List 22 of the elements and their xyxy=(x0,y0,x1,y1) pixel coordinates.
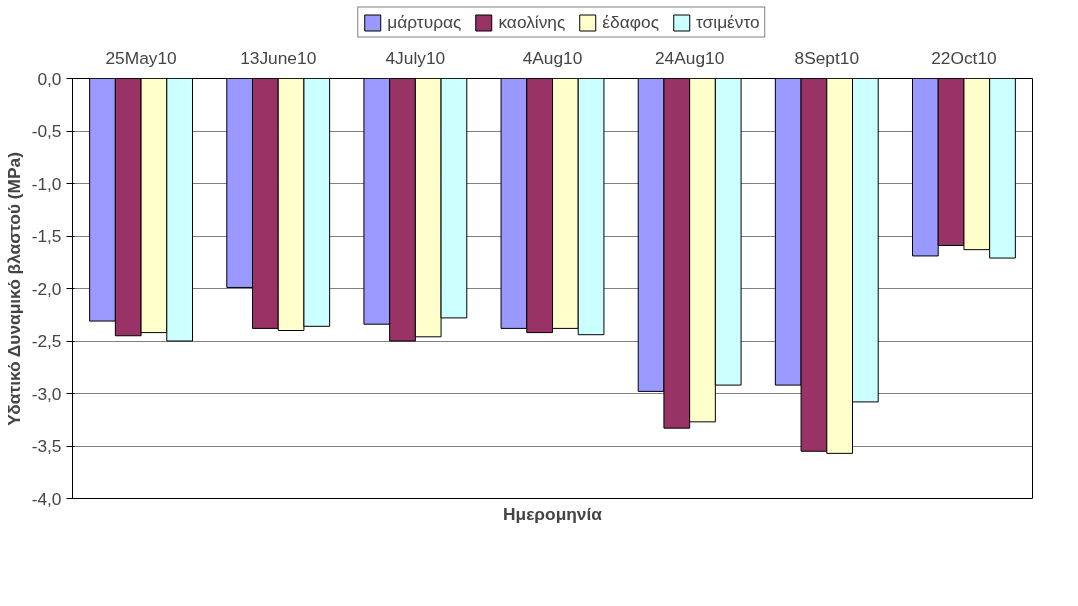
y-axis-title: Υδατικό Δυναμικό βλαστού (MPa) xyxy=(3,152,24,426)
y-tick-label: -0,5 xyxy=(31,121,62,141)
y-tick-label: -1,0 xyxy=(31,173,62,194)
y-tick-label: 0,0 xyxy=(37,68,62,89)
x-axis-title: Ημερομηνία xyxy=(503,503,603,524)
y-tick-label: -2,5 xyxy=(31,331,62,351)
x-tick-label: 22Oct10 xyxy=(931,47,997,68)
legend-label: μάρτυρας xyxy=(387,11,462,33)
x-tick-label: 25May10 xyxy=(105,47,177,68)
legend-label: έδαφος xyxy=(602,11,659,33)
x-tick-label: 13June10 xyxy=(240,47,317,68)
x-tick-label: 8Sept10 xyxy=(794,47,860,68)
x-tick-label: 24Aug10 xyxy=(654,47,725,68)
y-tick-label: -1,5 xyxy=(31,226,62,246)
x-tick-label: 4July10 xyxy=(385,47,446,68)
legend-label: τσιμέντο xyxy=(695,11,760,33)
y-tick-label: -3,5 xyxy=(31,436,62,456)
y-tick-label: -2,0 xyxy=(31,278,62,299)
x-tick-label: 4Aug10 xyxy=(522,47,583,68)
y-tick-label: -4,0 xyxy=(31,488,62,509)
y-tick-label: -3,0 xyxy=(31,383,62,404)
legend-label: καολίνης xyxy=(498,11,566,33)
